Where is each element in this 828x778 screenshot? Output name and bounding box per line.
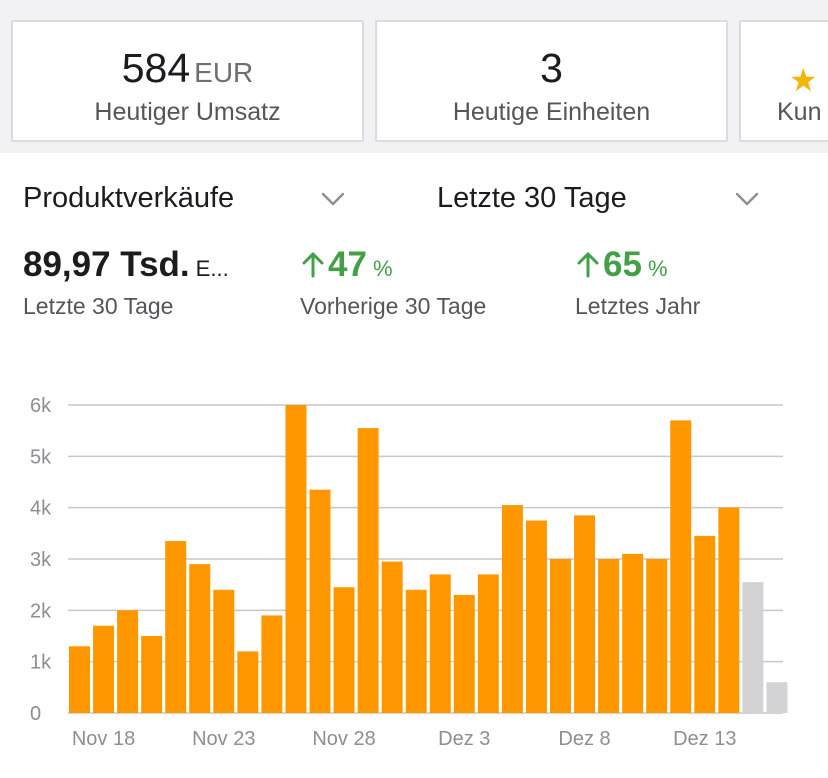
bar[interactable]	[261, 615, 283, 713]
total-sales-value: 89,97 Tsd. E...	[23, 245, 229, 284]
bar[interactable]	[501, 505, 523, 713]
bar[interactable]	[718, 507, 740, 713]
customer-rating-label: Kun	[777, 98, 822, 126]
total-sales-currency: E...	[195, 256, 229, 281]
sales-bar-chart: 0 1k 2k 3k 4k 5k 6k Nov 18 Nov 23 Nov 28 Dez 3 Dez …	[30, 395, 788, 750]
y-tick-label: 3k	[30, 549, 52, 571]
chevron-down-icon	[321, 192, 345, 206]
previous-period-label: Vorherige 30 Tage	[300, 293, 487, 319]
bar[interactable]	[405, 589, 427, 713]
y-tick-label: 0	[30, 703, 41, 725]
metric-dropdown-label: Produktverkäufe	[23, 182, 235, 214]
bar[interactable]	[670, 420, 692, 713]
arrow-up-icon	[577, 252, 599, 278]
y-tick-label: 6k	[30, 395, 52, 417]
last-year-label: Letztes Jahr	[575, 293, 701, 319]
bar[interactable]	[574, 515, 596, 713]
revenue-today-label: Heutiger Umsatz	[94, 98, 281, 126]
pending-bar[interactable]	[766, 682, 788, 713]
y-tick-label: 1k	[30, 652, 52, 674]
bar[interactable]	[646, 559, 668, 713]
units-today-card[interactable]: 3 Heutige Einheiten	[375, 20, 728, 142]
last-year-change: 65%	[575, 244, 700, 290]
bar[interactable]	[117, 610, 139, 713]
total-sales-stat: 89,97 Tsd. E... Letzte 30 Tage	[23, 244, 229, 320]
revenue-today-value: 584 EUR	[121, 45, 254, 91]
units-today-value: 3	[540, 45, 563, 91]
bar[interactable]	[622, 553, 644, 713]
range-dropdown[interactable]: Letzte 30 Tage	[437, 178, 767, 218]
range-dropdown-label: Letzte 30 Tage	[437, 182, 627, 214]
bar[interactable]	[93, 625, 115, 713]
bar[interactable]	[141, 636, 163, 713]
x-tick-label: Nov 28	[312, 728, 375, 750]
bar[interactable]	[309, 489, 331, 713]
bar[interactable]	[189, 564, 211, 713]
metric-dropdown[interactable]: Produktverkäufe	[23, 178, 353, 218]
total-sales-label: Letzte 30 Tage	[23, 293, 174, 319]
bar[interactable]	[381, 561, 403, 713]
bar[interactable]	[213, 589, 235, 713]
bar[interactable]	[453, 594, 475, 713]
x-tick-label: Dez 13	[673, 728, 736, 750]
previous-period-change: 47%	[300, 244, 486, 290]
x-tick-label: Dez 8	[558, 728, 610, 750]
bar[interactable]	[550, 559, 571, 713]
arrow-up-icon	[302, 252, 324, 278]
customer-rating-card[interactable]: ★ Kun	[739, 20, 828, 142]
bar[interactable]	[694, 535, 716, 713]
bar[interactable]	[477, 574, 499, 713]
bar[interactable]	[333, 587, 355, 713]
bar[interactable]	[165, 541, 187, 713]
star-icon: ★	[789, 62, 818, 98]
bar[interactable]	[525, 520, 547, 714]
x-tick-label: Nov 18	[72, 728, 135, 750]
units-today-label: Heutige Einheiten	[452, 98, 651, 126]
previous-period-stat: 47% Vorherige 30 Tage	[300, 244, 486, 320]
bar[interactable]	[357, 428, 379, 713]
y-tick-label: 4k	[30, 498, 52, 520]
bar[interactable]	[285, 405, 307, 713]
bar[interactable]	[237, 651, 259, 713]
bar[interactable]	[69, 646, 90, 713]
currency-unit: EUR	[194, 57, 254, 88]
last-year-stat: 65% Letztes Jahr	[575, 244, 700, 320]
x-tick-label: Dez 3	[438, 728, 490, 750]
bar[interactable]	[429, 574, 451, 713]
chevron-down-icon	[735, 192, 759, 206]
pending-bar[interactable]	[742, 582, 764, 713]
y-tick-label: 5k	[30, 446, 52, 468]
bar[interactable]	[598, 559, 620, 713]
revenue-today-card[interactable]: 584 EUR Heutiger Umsatz	[11, 20, 364, 142]
x-tick-label: Nov 23	[192, 728, 255, 750]
y-tick-label: 2k	[30, 600, 52, 622]
